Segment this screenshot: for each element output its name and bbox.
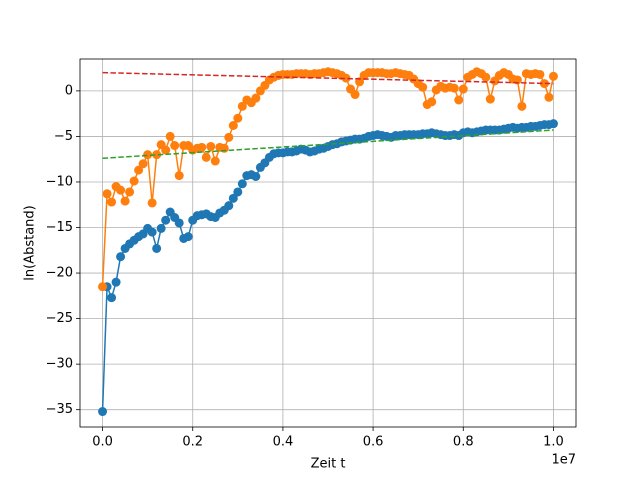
- data-point: [116, 252, 126, 262]
- data-point: [116, 185, 126, 195]
- y-tick-label: 0: [65, 83, 73, 98]
- data-point: [183, 232, 193, 242]
- data-point: [156, 223, 166, 233]
- x-tick-label: 1.0: [543, 435, 564, 450]
- data-point: [174, 171, 184, 181]
- data-point: [449, 83, 459, 93]
- data-point: [233, 113, 243, 123]
- y-tick-label: −30: [46, 357, 73, 372]
- data-point: [228, 193, 238, 203]
- data-point: [129, 176, 139, 186]
- series-line: [102, 71, 554, 85]
- data-point: [161, 145, 171, 155]
- y-tick-label: −10: [46, 174, 73, 189]
- data-point: [481, 72, 491, 82]
- data-point: [237, 179, 247, 189]
- y-tick-label: −5: [54, 129, 73, 144]
- data-point: [228, 120, 238, 130]
- x-tick-label: 0.2: [182, 435, 203, 450]
- data-point: [165, 131, 175, 141]
- data-point: [152, 150, 162, 160]
- data-point: [210, 156, 220, 166]
- data-point: [147, 198, 157, 208]
- data-point: [174, 218, 184, 228]
- data-point: [138, 159, 148, 169]
- data-point: [201, 152, 211, 162]
- data-point: [350, 90, 360, 100]
- data-point: [458, 84, 468, 94]
- y-tick-label: −25: [46, 311, 73, 326]
- x-tick-label: 0.0: [92, 435, 113, 450]
- data-point: [197, 142, 207, 152]
- x-axis-label: Zeit t: [311, 457, 346, 472]
- data-point: [539, 79, 549, 89]
- data-point: [98, 407, 108, 417]
- data-point: [224, 201, 234, 211]
- y-tick-label: −15: [46, 220, 73, 235]
- data-point: [341, 73, 351, 83]
- data-point: [418, 82, 428, 92]
- data-point: [237, 101, 247, 111]
- plot-area: [98, 67, 558, 417]
- x-tick-label: 0.4: [273, 435, 294, 450]
- data-point: [548, 119, 558, 129]
- data-point: [98, 282, 108, 292]
- data-point: [548, 71, 558, 81]
- data-point: [535, 69, 545, 79]
- data-point: [120, 196, 130, 206]
- data-point: [161, 215, 171, 225]
- data-point: [485, 94, 495, 104]
- x-tick-label: 0.6: [363, 435, 384, 450]
- data-point: [427, 97, 437, 107]
- data-point: [251, 172, 261, 182]
- axes-frame: [79, 58, 577, 428]
- data-point: [134, 165, 144, 175]
- data-point: [206, 141, 216, 151]
- x-tick-label: 0.8: [453, 435, 474, 450]
- data-point: [454, 95, 464, 105]
- data-point: [125, 187, 135, 197]
- y-tick-label: −20: [46, 266, 73, 281]
- data-point: [107, 197, 117, 207]
- grid: [80, 59, 576, 427]
- data-point: [544, 92, 554, 102]
- series-line: [102, 129, 554, 160]
- data-point: [152, 243, 162, 253]
- data-point: [251, 93, 261, 103]
- data-point: [143, 150, 153, 160]
- y-axis-label: ln(Abstand): [23, 205, 38, 280]
- data-point: [147, 227, 157, 237]
- data-point: [224, 132, 234, 142]
- x-offset-label: 1e7: [551, 453, 576, 468]
- y-tick-label: −35: [46, 402, 73, 417]
- data-point: [102, 189, 112, 199]
- data-point: [170, 141, 180, 151]
- data-point: [517, 101, 527, 111]
- data-point: [233, 187, 243, 197]
- data-point: [107, 293, 117, 303]
- data-point: [111, 277, 121, 287]
